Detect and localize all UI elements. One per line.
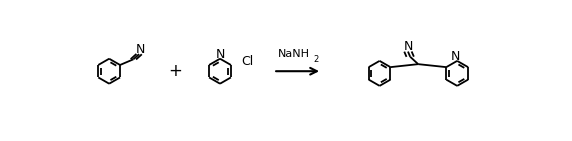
Text: +: + (169, 62, 182, 80)
Text: N: N (450, 50, 460, 63)
Text: N: N (215, 48, 225, 61)
Text: NaNH: NaNH (278, 49, 310, 59)
Text: N: N (136, 43, 145, 56)
Text: Cl: Cl (241, 55, 254, 68)
Text: N: N (403, 40, 412, 53)
Text: 2: 2 (313, 55, 319, 64)
